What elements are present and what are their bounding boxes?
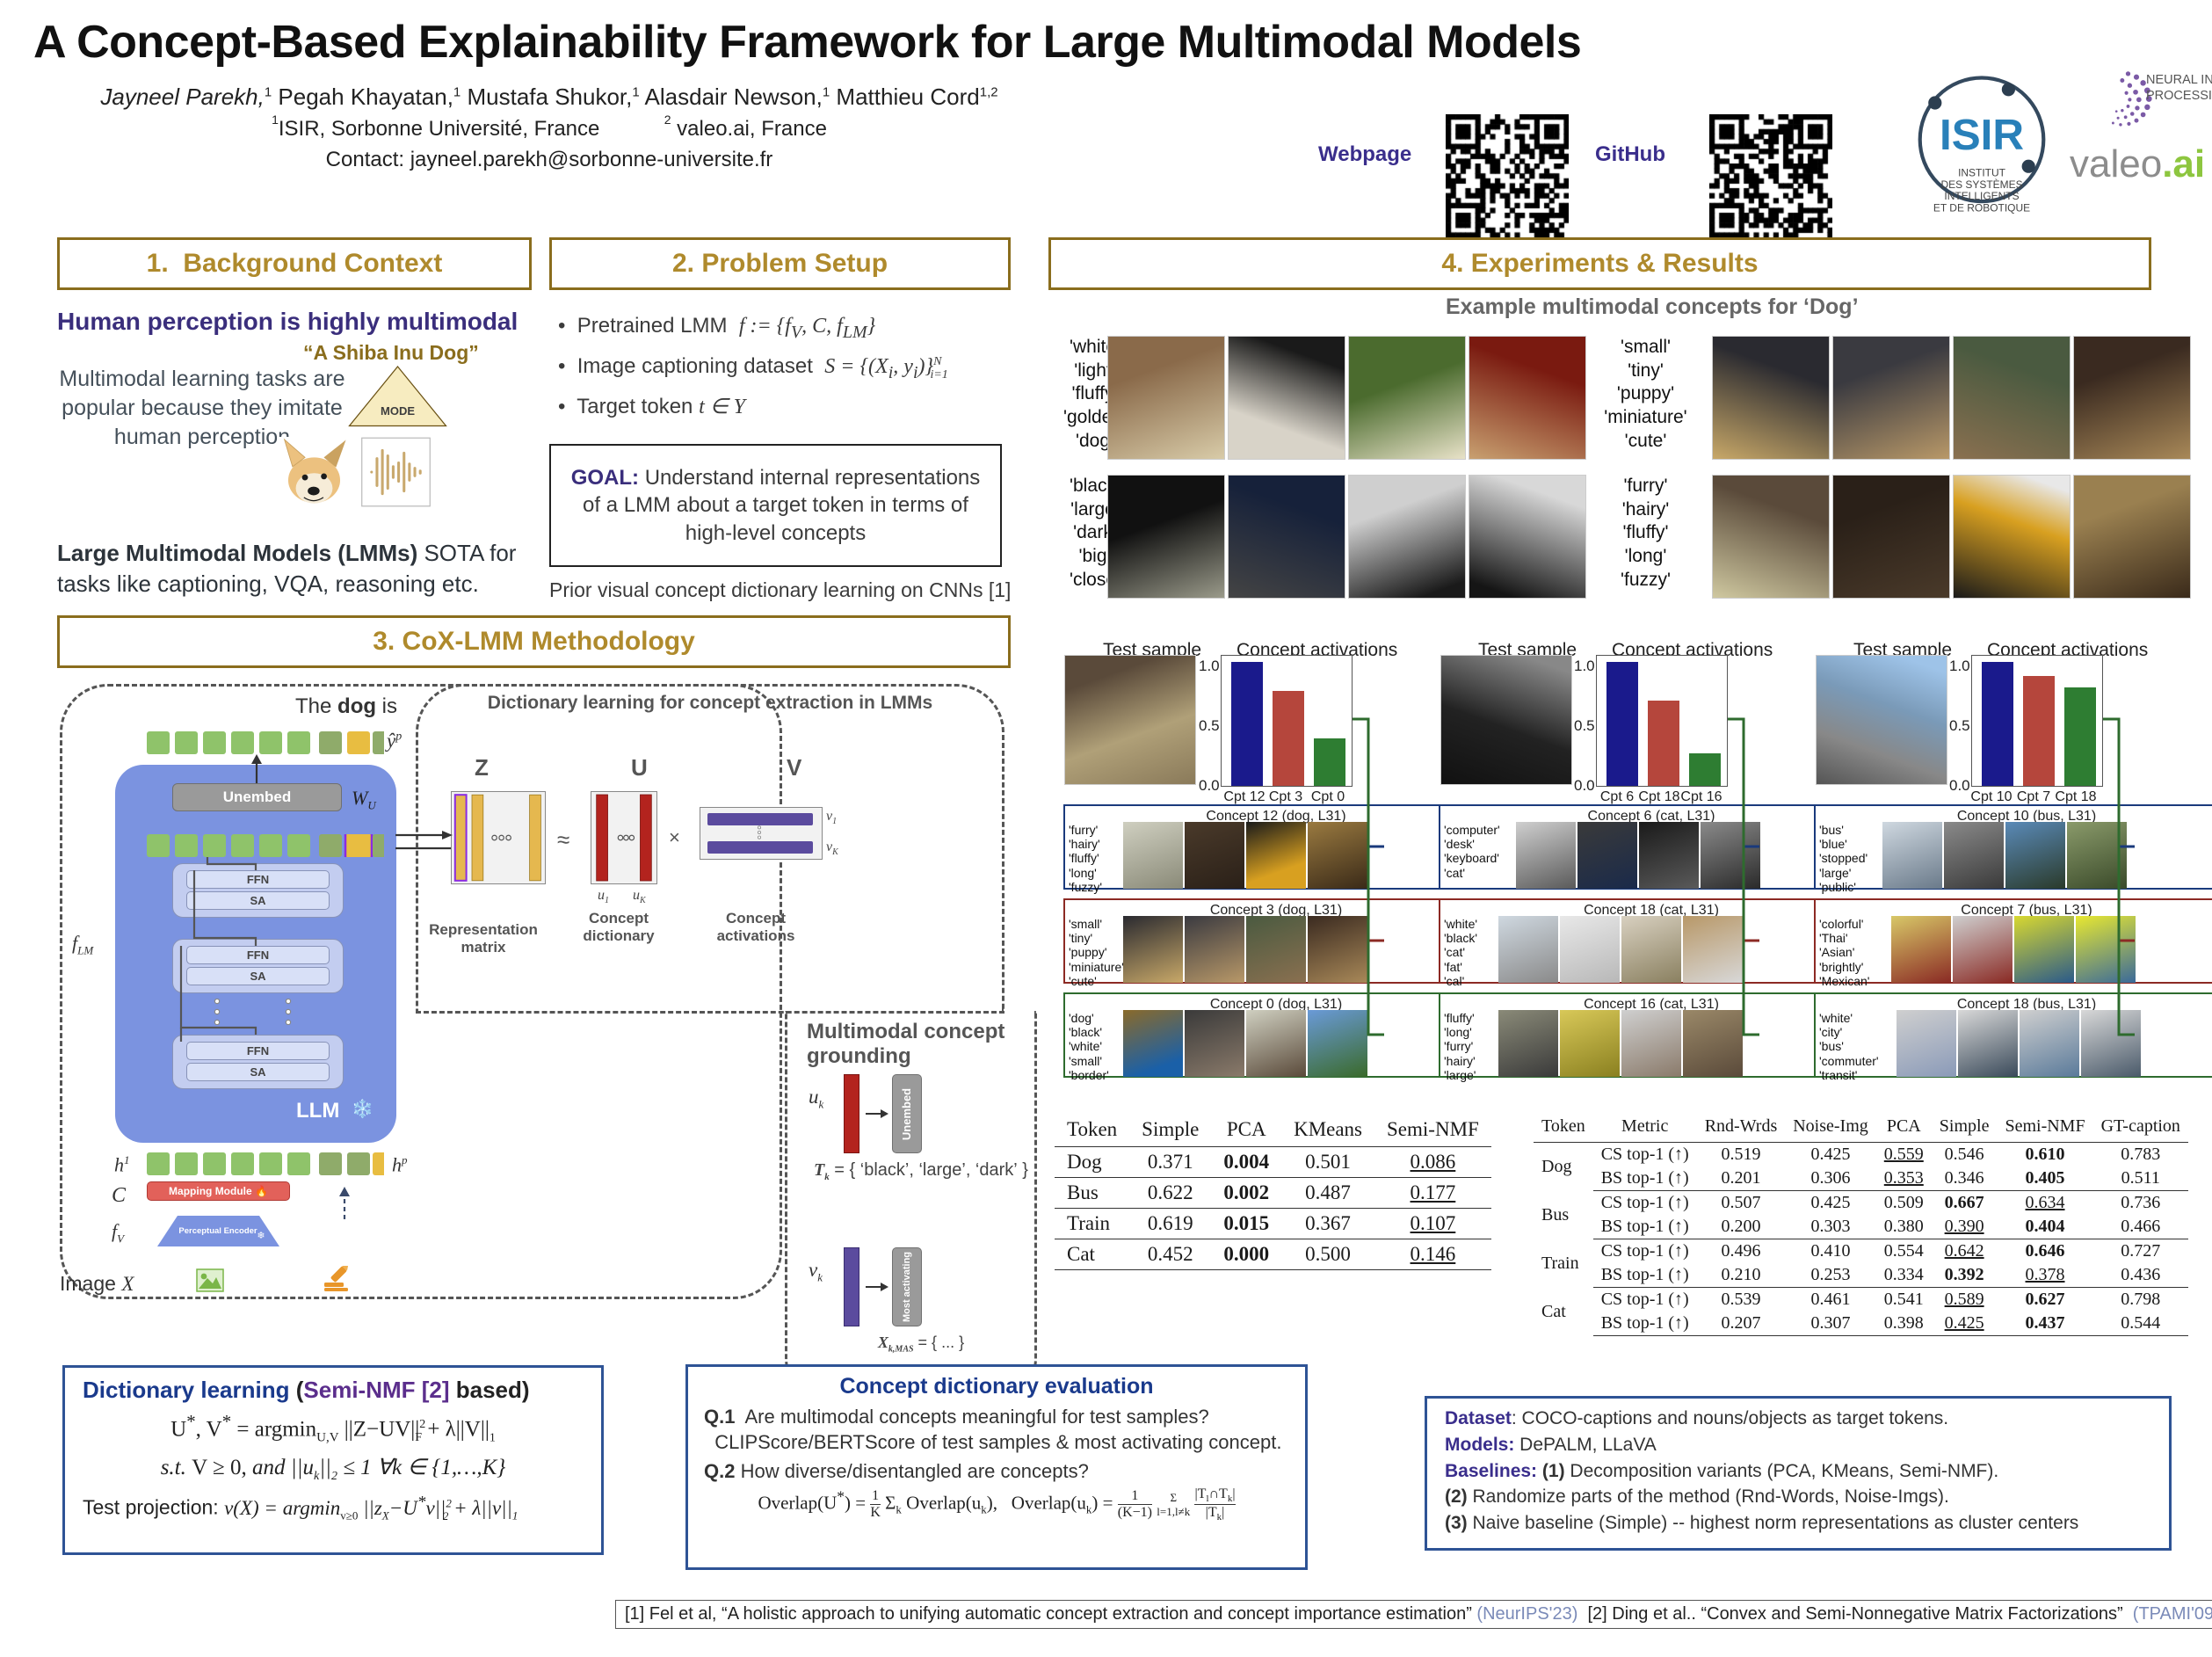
- svg-text:INSTITUT: INSTITUT: [1958, 167, 2006, 179]
- svg-text:Perceptual Encoder: Perceptual Encoder: [178, 1226, 257, 1236]
- svg-text:ET DE ROBOTIQUE: ET DE ROBOTIQUE: [1933, 202, 2030, 214]
- svg-text:❄: ❄: [257, 1231, 265, 1241]
- svg-text:INTELLIGENTS: INTELLIGENTS: [1944, 190, 2019, 202]
- svg-text:MODE: MODE: [381, 404, 415, 418]
- svg-text:ISIR: ISIR: [1940, 111, 2024, 159]
- svg-text:DES SYSTÈMES: DES SYSTÈMES: [1940, 178, 2022, 191]
